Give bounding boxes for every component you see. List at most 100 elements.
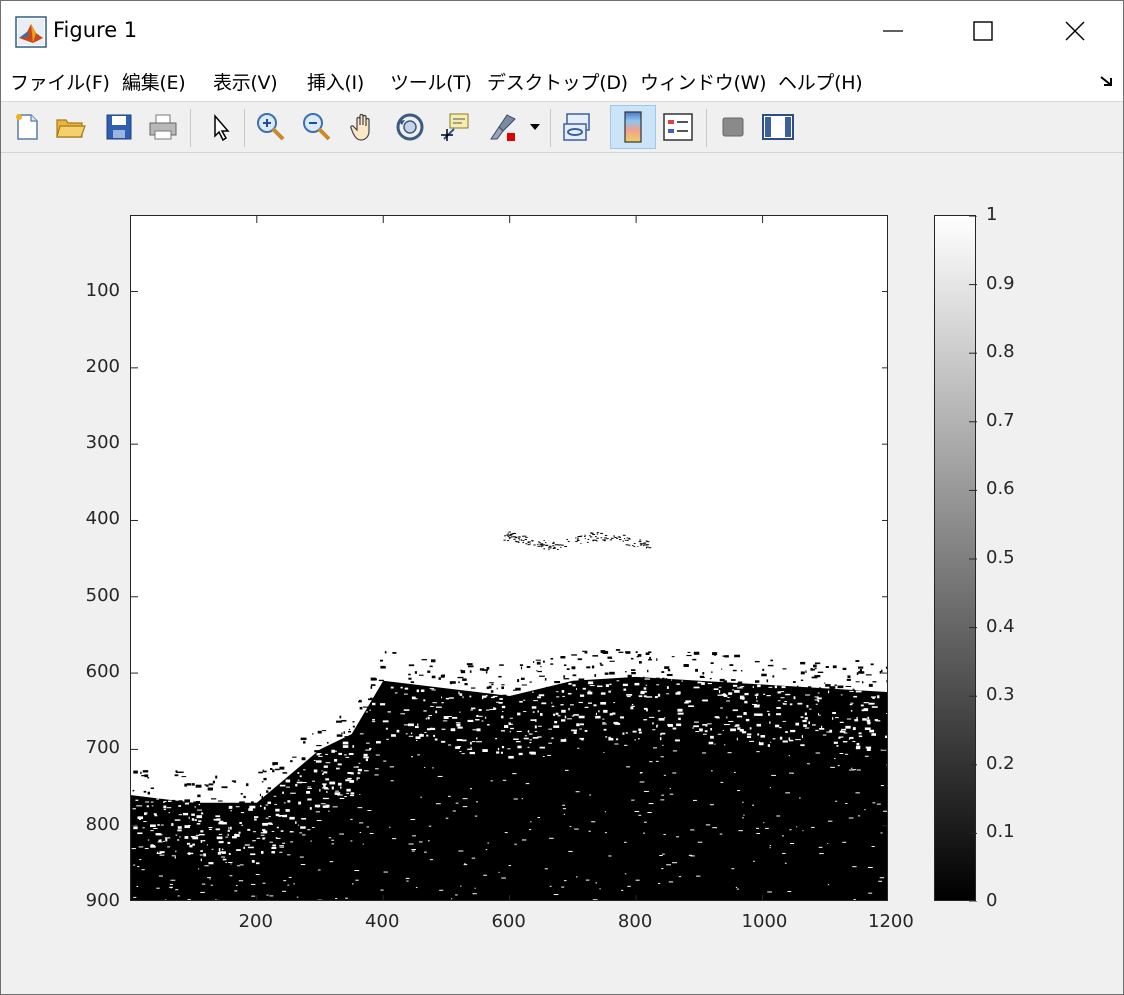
speckle xyxy=(269,841,273,843)
speckle xyxy=(341,732,343,734)
speckle xyxy=(209,878,211,880)
speckle xyxy=(417,754,420,756)
speckle xyxy=(632,730,637,733)
colorbar[interactable] xyxy=(934,215,977,902)
maximize-button[interactable] xyxy=(937,1,1029,61)
speckle xyxy=(452,810,456,812)
speckle xyxy=(200,830,204,833)
speckle xyxy=(189,844,193,848)
speckle xyxy=(869,729,875,733)
speckle xyxy=(704,730,708,733)
speckle xyxy=(227,841,231,844)
menu-help[interactable]: ヘルプ(H) xyxy=(778,72,863,94)
speckle xyxy=(144,848,149,850)
speckle xyxy=(533,700,538,702)
speckle xyxy=(877,695,880,699)
speckle xyxy=(132,808,136,810)
speckle xyxy=(767,744,771,747)
speckle xyxy=(780,691,785,693)
speckle xyxy=(657,693,661,697)
legend-button[interactable] xyxy=(658,105,698,149)
speckle xyxy=(712,827,718,829)
speckle xyxy=(423,699,426,702)
speckle xyxy=(345,756,350,758)
speckle xyxy=(854,719,859,722)
speckle xyxy=(365,749,371,751)
print-button[interactable] xyxy=(143,105,183,149)
speckle xyxy=(692,799,697,801)
speckle xyxy=(791,772,794,774)
minimize-button[interactable] xyxy=(847,1,939,61)
speckle xyxy=(282,842,286,844)
speckle xyxy=(501,877,506,879)
speckle xyxy=(188,843,190,845)
x-tick-label: 1200 xyxy=(868,911,914,932)
speckle xyxy=(625,732,628,734)
speckle xyxy=(506,534,509,536)
pan-button[interactable] xyxy=(344,105,384,149)
zoom-in-button[interactable] xyxy=(251,105,291,149)
speckle xyxy=(564,738,566,741)
open-file-button[interactable] xyxy=(51,105,91,149)
link-plot-button[interactable] xyxy=(558,105,598,149)
speckle xyxy=(631,799,635,801)
speckle xyxy=(375,754,380,756)
menu-tools[interactable]: ツール(T) xyxy=(390,72,472,94)
dock-arrow-icon[interactable] xyxy=(1099,73,1115,89)
speckle xyxy=(737,682,743,686)
show-plot-tools-button[interactable] xyxy=(758,105,798,149)
speckle xyxy=(407,723,414,727)
speckle xyxy=(538,542,541,544)
colorbar-toggle-button[interactable] xyxy=(610,105,656,149)
speckle xyxy=(827,884,830,886)
menu-insert[interactable]: 挿入(I) xyxy=(307,72,364,94)
speckle xyxy=(648,659,652,661)
speckle xyxy=(718,690,721,694)
speckle xyxy=(717,733,722,735)
menu-file[interactable]: ファイル(F) xyxy=(10,72,110,94)
new-figure-button[interactable] xyxy=(7,105,47,149)
rotate-3d-button[interactable] xyxy=(390,105,430,149)
speckle xyxy=(578,701,583,704)
speckle xyxy=(177,839,180,841)
speckle xyxy=(530,821,532,823)
menu-desktop[interactable]: デスクトップ(D) xyxy=(487,72,628,94)
speckle xyxy=(517,745,522,749)
speckle xyxy=(403,724,410,726)
speckle xyxy=(545,542,547,544)
speckle xyxy=(184,799,191,802)
speckle xyxy=(178,805,182,807)
menu-window[interactable]: ウィンドウ(W) xyxy=(640,72,767,94)
speckle xyxy=(249,805,256,809)
brush-button[interactable] xyxy=(483,105,523,149)
speckle xyxy=(603,709,608,713)
speckle xyxy=(166,807,172,809)
speckle xyxy=(443,716,449,719)
brush-dropdown-button[interactable] xyxy=(523,105,547,149)
menu-edit[interactable]: 編集(E) xyxy=(122,72,186,94)
speckle xyxy=(852,769,857,771)
speckle xyxy=(856,745,861,748)
speckle xyxy=(756,751,760,753)
speckle xyxy=(594,674,597,677)
speckle xyxy=(339,797,345,800)
menu-view[interactable]: 表示(V) xyxy=(213,72,278,94)
image-axes[interactable] xyxy=(130,215,888,901)
speckle xyxy=(620,716,624,719)
speckle xyxy=(641,544,643,546)
speckle xyxy=(348,752,354,756)
data-cursor-button[interactable] xyxy=(436,105,476,149)
speckle xyxy=(579,728,582,730)
speckle xyxy=(415,739,418,741)
speckle xyxy=(864,809,866,811)
save-button[interactable] xyxy=(99,105,139,149)
speckle xyxy=(720,707,723,709)
speckle xyxy=(863,702,869,704)
close-button[interactable] xyxy=(1029,1,1121,61)
speckle xyxy=(354,870,360,872)
speckle xyxy=(630,706,634,710)
zoom-out-button[interactable] xyxy=(297,105,337,149)
speckle xyxy=(742,817,744,819)
hide-plot-tools-button[interactable] xyxy=(713,105,753,149)
edit-plot-button[interactable] xyxy=(200,105,240,149)
